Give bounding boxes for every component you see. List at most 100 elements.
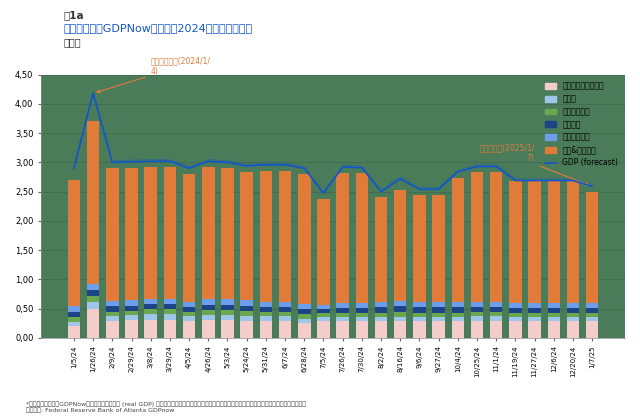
Bar: [490, 172, 502, 301]
Bar: [145, 304, 157, 309]
Bar: [221, 315, 234, 320]
Bar: [452, 302, 464, 307]
Bar: [68, 311, 80, 317]
Bar: [356, 317, 368, 322]
Bar: [260, 307, 272, 312]
Bar: [394, 317, 406, 322]
Bar: [471, 312, 483, 316]
Bar: [183, 301, 195, 307]
Bar: [394, 311, 406, 317]
GDP (forecast): [204, 159, 212, 164]
GDP (forecast): [473, 164, 481, 169]
Text: 图1a: 图1a: [64, 10, 84, 20]
Text: 增长率: 增长率: [64, 38, 82, 48]
Bar: [471, 172, 483, 301]
Bar: [413, 307, 426, 313]
Bar: [529, 308, 541, 313]
Bar: [87, 296, 99, 301]
Bar: [241, 322, 253, 338]
GDP (forecast): [89, 91, 97, 96]
Bar: [221, 299, 234, 304]
Bar: [125, 320, 138, 338]
Bar: [202, 167, 214, 299]
Bar: [164, 320, 176, 338]
Bar: [317, 309, 330, 313]
Bar: [202, 320, 214, 338]
Bar: [241, 311, 253, 316]
Bar: [279, 307, 291, 312]
Bar: [221, 304, 234, 310]
Bar: [298, 314, 310, 319]
Bar: [433, 317, 445, 322]
Bar: [317, 305, 330, 309]
Bar: [260, 322, 272, 338]
Legend: 居民消费支出和投资, 进出口, 私人存货变动, 企业投资, 联邦政府支出, 州人&地方支出, GDP (forecast): 居民消费支出和投资, 进出口, 私人存货变动, 企业投资, 联邦政府支出, 州人…: [541, 78, 621, 171]
Bar: [375, 307, 387, 313]
Bar: [164, 299, 176, 304]
Bar: [202, 310, 214, 315]
Bar: [221, 320, 234, 338]
Bar: [68, 180, 80, 306]
Bar: [471, 316, 483, 322]
Bar: [509, 313, 522, 317]
Text: 最大预期增幅(2024/1/
4): 最大预期增幅(2024/1/ 4): [97, 56, 211, 93]
Bar: [202, 315, 214, 320]
Bar: [164, 314, 176, 320]
Bar: [433, 307, 445, 313]
Bar: [337, 317, 349, 322]
Bar: [548, 308, 560, 313]
Bar: [452, 313, 464, 317]
Bar: [452, 317, 464, 322]
GDP (forecast): [147, 159, 154, 164]
Bar: [471, 322, 483, 338]
Bar: [317, 322, 330, 338]
Bar: [183, 174, 195, 301]
Bar: [337, 322, 349, 338]
Bar: [490, 301, 502, 307]
Bar: [125, 168, 138, 300]
Bar: [221, 310, 234, 315]
Bar: [183, 312, 195, 316]
Bar: [548, 322, 560, 338]
Bar: [394, 306, 406, 311]
Bar: [87, 284, 99, 290]
Bar: [145, 314, 157, 320]
Bar: [375, 302, 387, 307]
GDP (forecast): [454, 169, 461, 174]
Bar: [433, 313, 445, 317]
Bar: [125, 315, 138, 320]
GDP (forecast): [108, 160, 116, 165]
Bar: [413, 317, 426, 322]
Bar: [586, 192, 598, 303]
Bar: [106, 316, 118, 322]
Bar: [356, 313, 368, 317]
Bar: [164, 304, 176, 309]
GDP (forecast): [511, 178, 519, 183]
Bar: [279, 316, 291, 322]
Bar: [68, 322, 80, 326]
Bar: [375, 198, 387, 302]
Bar: [337, 308, 349, 313]
Bar: [490, 322, 502, 338]
Bar: [68, 306, 80, 311]
GDP (forecast): [531, 178, 538, 183]
Bar: [260, 312, 272, 316]
GDP (forecast): [319, 191, 327, 196]
Bar: [548, 181, 560, 303]
Bar: [452, 178, 464, 302]
Bar: [433, 322, 445, 338]
Bar: [471, 307, 483, 312]
Bar: [375, 313, 387, 317]
Bar: [298, 174, 310, 304]
Bar: [106, 322, 118, 338]
Text: 亚特兰大联储GDPNow模型对照2024年经济增长情况: 亚特兰大联储GDPNow模型对照2024年经济增长情况: [64, 23, 253, 33]
Bar: [375, 322, 387, 338]
Bar: [586, 317, 598, 322]
Bar: [394, 301, 406, 306]
Bar: [106, 311, 118, 316]
Bar: [413, 195, 426, 302]
Bar: [509, 308, 522, 313]
Text: 数据来源: Federal Reserve Bank of Atlanta GDPnow: 数据来源: Federal Reserve Bank of Atlanta GD…: [26, 407, 174, 413]
Bar: [317, 317, 330, 322]
Bar: [164, 309, 176, 314]
